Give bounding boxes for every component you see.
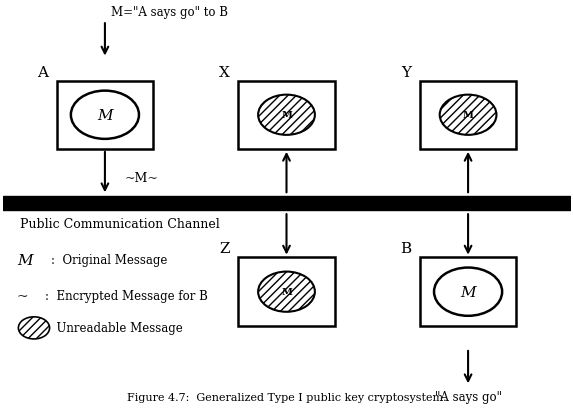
- Text: A: A: [37, 65, 48, 79]
- Text: M: M: [281, 288, 292, 297]
- Text: M: M: [462, 111, 473, 120]
- Text: :  Encrypted Message for B: : Encrypted Message for B: [45, 290, 208, 303]
- Circle shape: [434, 268, 502, 316]
- Bar: [238, 81, 335, 150]
- Text: :  Original Message: : Original Message: [51, 254, 167, 266]
- Bar: [57, 81, 153, 150]
- Text: X: X: [219, 65, 230, 79]
- Text: M="A says go" to B: M="A says go" to B: [111, 6, 227, 19]
- Ellipse shape: [439, 95, 496, 135]
- Bar: [238, 258, 335, 326]
- Bar: [420, 258, 516, 326]
- Text: "A says go": "A says go": [434, 390, 501, 403]
- Ellipse shape: [258, 95, 315, 135]
- Text: Public Communication Channel: Public Communication Channel: [20, 218, 219, 231]
- Text: ~: ~: [17, 289, 29, 303]
- Text: M: M: [281, 111, 292, 120]
- Ellipse shape: [439, 95, 496, 135]
- Text: M: M: [460, 285, 476, 299]
- Circle shape: [71, 91, 139, 139]
- Bar: [420, 81, 516, 150]
- Ellipse shape: [18, 317, 50, 339]
- Ellipse shape: [258, 272, 315, 312]
- Ellipse shape: [18, 317, 50, 339]
- Text: Y: Y: [401, 65, 411, 79]
- Text: M: M: [18, 253, 33, 267]
- Text: :  Unreadable Message: : Unreadable Message: [45, 321, 183, 335]
- Text: B: B: [400, 242, 411, 256]
- Text: Figure 4.7:  Generalized Type I public key cryptosystem.: Figure 4.7: Generalized Type I public ke…: [127, 392, 446, 402]
- Text: Z: Z: [219, 242, 230, 256]
- Text: ~M~: ~M~: [125, 171, 159, 184]
- Ellipse shape: [258, 95, 315, 135]
- Text: M: M: [97, 108, 113, 122]
- Ellipse shape: [258, 272, 315, 312]
